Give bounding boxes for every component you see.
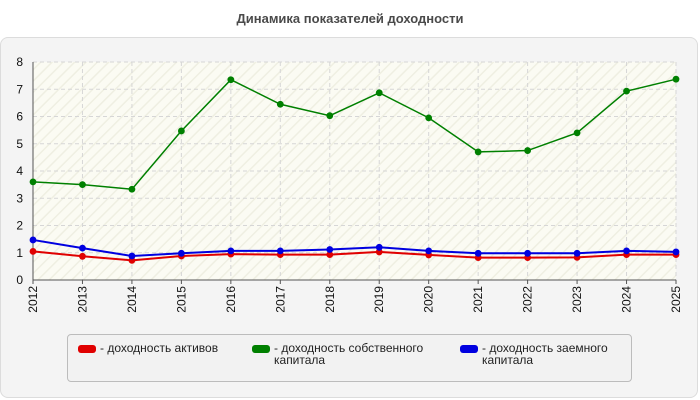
- legend-label-borrowed: - доходность заемного капитала: [482, 341, 608, 367]
- series-line-2: [32, 238, 677, 258]
- series: [29, 75, 680, 264]
- series-point-2: [672, 248, 680, 256]
- legend-swatch-equity: [252, 345, 270, 353]
- y-tick-label: 6: [16, 110, 23, 124]
- series-point-1: [375, 89, 383, 97]
- y-tick-label: 2: [16, 219, 23, 233]
- series-point-1: [425, 114, 433, 122]
- series-point-2: [29, 236, 37, 244]
- tick-labels: 0 1 2 3 4 5 6 7 8 2012 2013 2014 2015 2016 2017 2018 201…: [16, 55, 683, 313]
- series-point-2: [227, 247, 235, 255]
- series-point-2: [425, 247, 433, 255]
- x-tick-label: 2022: [521, 286, 535, 313]
- legend-swatch-borrowed: [460, 345, 478, 353]
- x-tick-label: 2021: [471, 286, 485, 313]
- legend-label-assets: - доходность активов: [100, 341, 219, 355]
- series-point-1: [474, 148, 482, 156]
- series-point-1: [276, 100, 284, 108]
- series-point-1: [29, 178, 37, 186]
- series-point-2: [623, 247, 630, 255]
- x-tick-label: 2013: [75, 286, 89, 313]
- series-point-1: [128, 185, 136, 193]
- series-line-0: [32, 250, 676, 262]
- series-point-0: [326, 251, 334, 259]
- series-point-1: [623, 87, 630, 95]
- x-tick-label: 2023: [570, 286, 584, 313]
- y-tick-label: 7: [16, 82, 23, 96]
- axes: [32, 62, 677, 284]
- y-tick-label: 0: [16, 273, 23, 287]
- legend-item-equity: - доходность собственного капитала: [252, 342, 437, 366]
- x-tick-label: 2014: [125, 286, 139, 313]
- grid: [33, 61, 677, 280]
- series-point-0: [29, 247, 37, 255]
- series-point-2: [573, 249, 581, 257]
- x-tick-label: 2015: [174, 286, 188, 313]
- x-tick-label: 2012: [26, 286, 40, 313]
- x-tick-label: 2020: [422, 286, 436, 313]
- legend-swatch-assets: [78, 345, 96, 353]
- series-point-2: [79, 244, 86, 252]
- x-tick-label: 2019: [372, 286, 386, 313]
- x-tick-label: 2018: [323, 286, 337, 313]
- x-tick-label: 2016: [224, 286, 238, 313]
- series-point-2: [474, 249, 482, 257]
- legend-item-assets: - доходность активов: [78, 342, 248, 354]
- legend-item-borrowed: - доходность заемного капитала: [460, 342, 625, 366]
- y-tick-label: 4: [16, 164, 23, 178]
- chart-title: Динамика показателей доходности: [236, 11, 464, 26]
- y-tick-label: 5: [16, 137, 23, 151]
- y-tick-label: 8: [16, 55, 23, 69]
- series-point-1: [524, 147, 532, 154]
- series-point-2: [128, 252, 136, 260]
- series-point-1: [326, 112, 334, 120]
- series-point-2: [326, 246, 334, 253]
- x-tick-label: 2024: [620, 286, 634, 313]
- series-point-2: [375, 243, 383, 251]
- series-point-1: [227, 76, 235, 84]
- series-point-1: [573, 129, 581, 137]
- series-point-2: [276, 247, 284, 255]
- series-point-2: [177, 249, 185, 257]
- series-point-1: [79, 181, 86, 189]
- legend: - доходность активов - доходность собств…: [67, 334, 632, 382]
- x-tick-label: 2025: [669, 286, 683, 313]
- y-tick-label: 1: [16, 246, 23, 260]
- series-point-0: [79, 252, 86, 260]
- legend-label-equity: - доходность собственного капитала: [274, 341, 424, 367]
- series-point-2: [524, 249, 532, 257]
- series-line-1: [32, 78, 677, 191]
- series-point-1: [177, 127, 185, 135]
- x-tick-label: 2017: [273, 286, 287, 313]
- y-tick-label: 3: [16, 191, 23, 205]
- series-point-1: [672, 75, 680, 83]
